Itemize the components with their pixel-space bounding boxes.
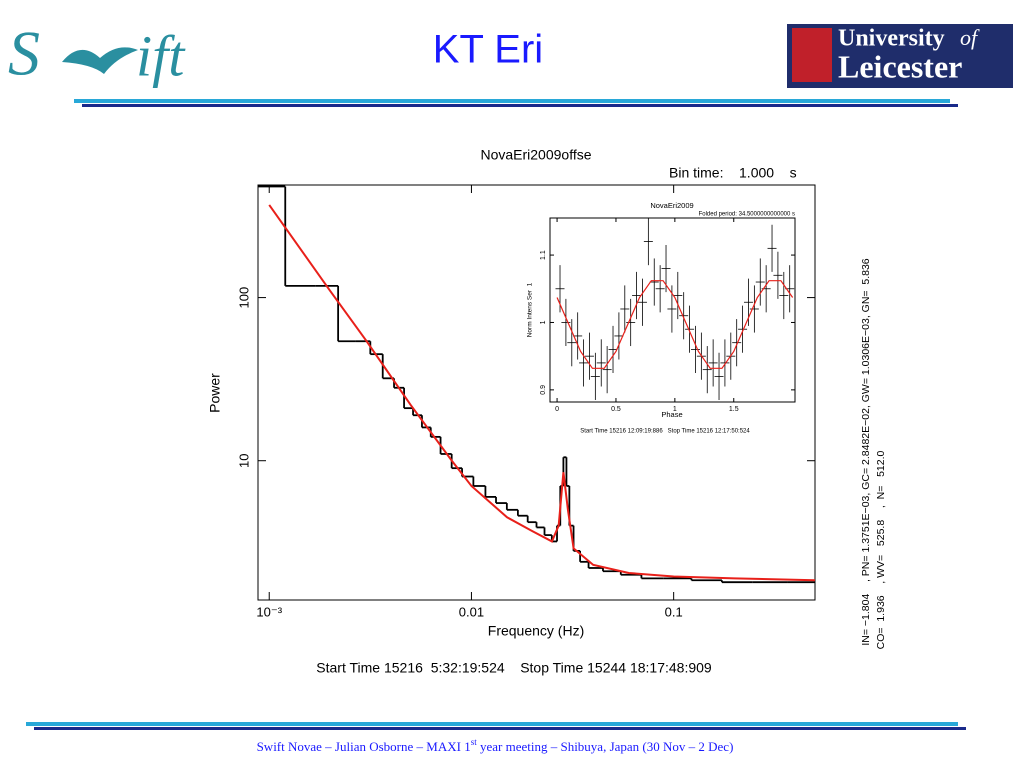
chart-subtitle: Bin time: 1.000 s <box>669 165 797 181</box>
footer-sup: st <box>471 737 478 747</box>
slide-footer: Swift Novae – Julian Osborne – MAXI 1st … <box>257 737 734 754</box>
x-tick-label: 1 <box>673 406 677 413</box>
logo-text: Leicester <box>838 48 962 84</box>
model-line <box>268 204 815 582</box>
rule <box>34 727 966 730</box>
annotation: IN= −1.804 , PN= 1.3751E−03, GC= 2.8482E… <box>860 258 872 645</box>
rule <box>74 99 950 103</box>
x-tick-label: 0 <box>555 406 559 413</box>
x-tick-label: 0.5 <box>611 406 621 413</box>
plot-frame <box>549 217 796 403</box>
chart-title: NovaEri2009offse <box>480 147 591 163</box>
x-tick-label: 1.5 <box>729 406 739 413</box>
slide-title: KT Eri <box>433 28 543 72</box>
y-tick-label: 100 <box>236 287 251 309</box>
logo-text: S <box>8 18 40 89</box>
leicester-logo: University of Leicester <box>787 24 1013 88</box>
y-axis-label: Power <box>207 373 223 413</box>
footer-text: Swift Novae – Julian Osborne – MAXI 1 <box>257 739 471 754</box>
logo-text: University <box>838 26 945 52</box>
plot-area <box>258 185 815 584</box>
footer-text: year meeting – Shibuya, Japan (30 Nov – … <box>477 739 734 754</box>
x-axis-label: Frequency (Hz) <box>488 623 584 639</box>
y-tick-label: 0.9 <box>540 385 547 395</box>
x-tick-label: 0.1 <box>665 604 683 619</box>
rule <box>26 722 958 726</box>
rule <box>82 104 958 107</box>
x-tick-label: 10⁻³ <box>256 604 282 619</box>
plot-frame <box>257 184 816 601</box>
inset-subtitle: Folded period: 34.5000000000000 s <box>699 212 795 218</box>
inset-x-label: Phase <box>661 410 682 419</box>
swift-logo: S ift <box>8 18 186 89</box>
y-tick-label: 1.1 <box>540 250 547 260</box>
inset-footer: Start Time 15216 12:09:19:886 Stop Time … <box>580 429 750 435</box>
x-tick-label: 0.01 <box>459 604 484 619</box>
inset-title: NovaEri2009 <box>650 201 693 210</box>
inset-y-label: Norm Intens Ser 1 <box>527 282 534 337</box>
logo-text: of <box>960 25 980 50</box>
annotation: CO= 1.936 , WV= 525.8 , N= 512.0 <box>875 450 887 649</box>
model-line <box>556 280 794 369</box>
y-tick-label: 1 <box>540 320 547 324</box>
logo-bird <box>62 47 138 74</box>
plot-area <box>555 218 795 400</box>
chart-footer: Start Time 15216 5:32:19:524 Stop Time 1… <box>316 660 712 676</box>
logo-text: ift <box>136 23 186 88</box>
logo-crest <box>792 28 832 82</box>
y-tick-label: 10 <box>236 453 251 467</box>
